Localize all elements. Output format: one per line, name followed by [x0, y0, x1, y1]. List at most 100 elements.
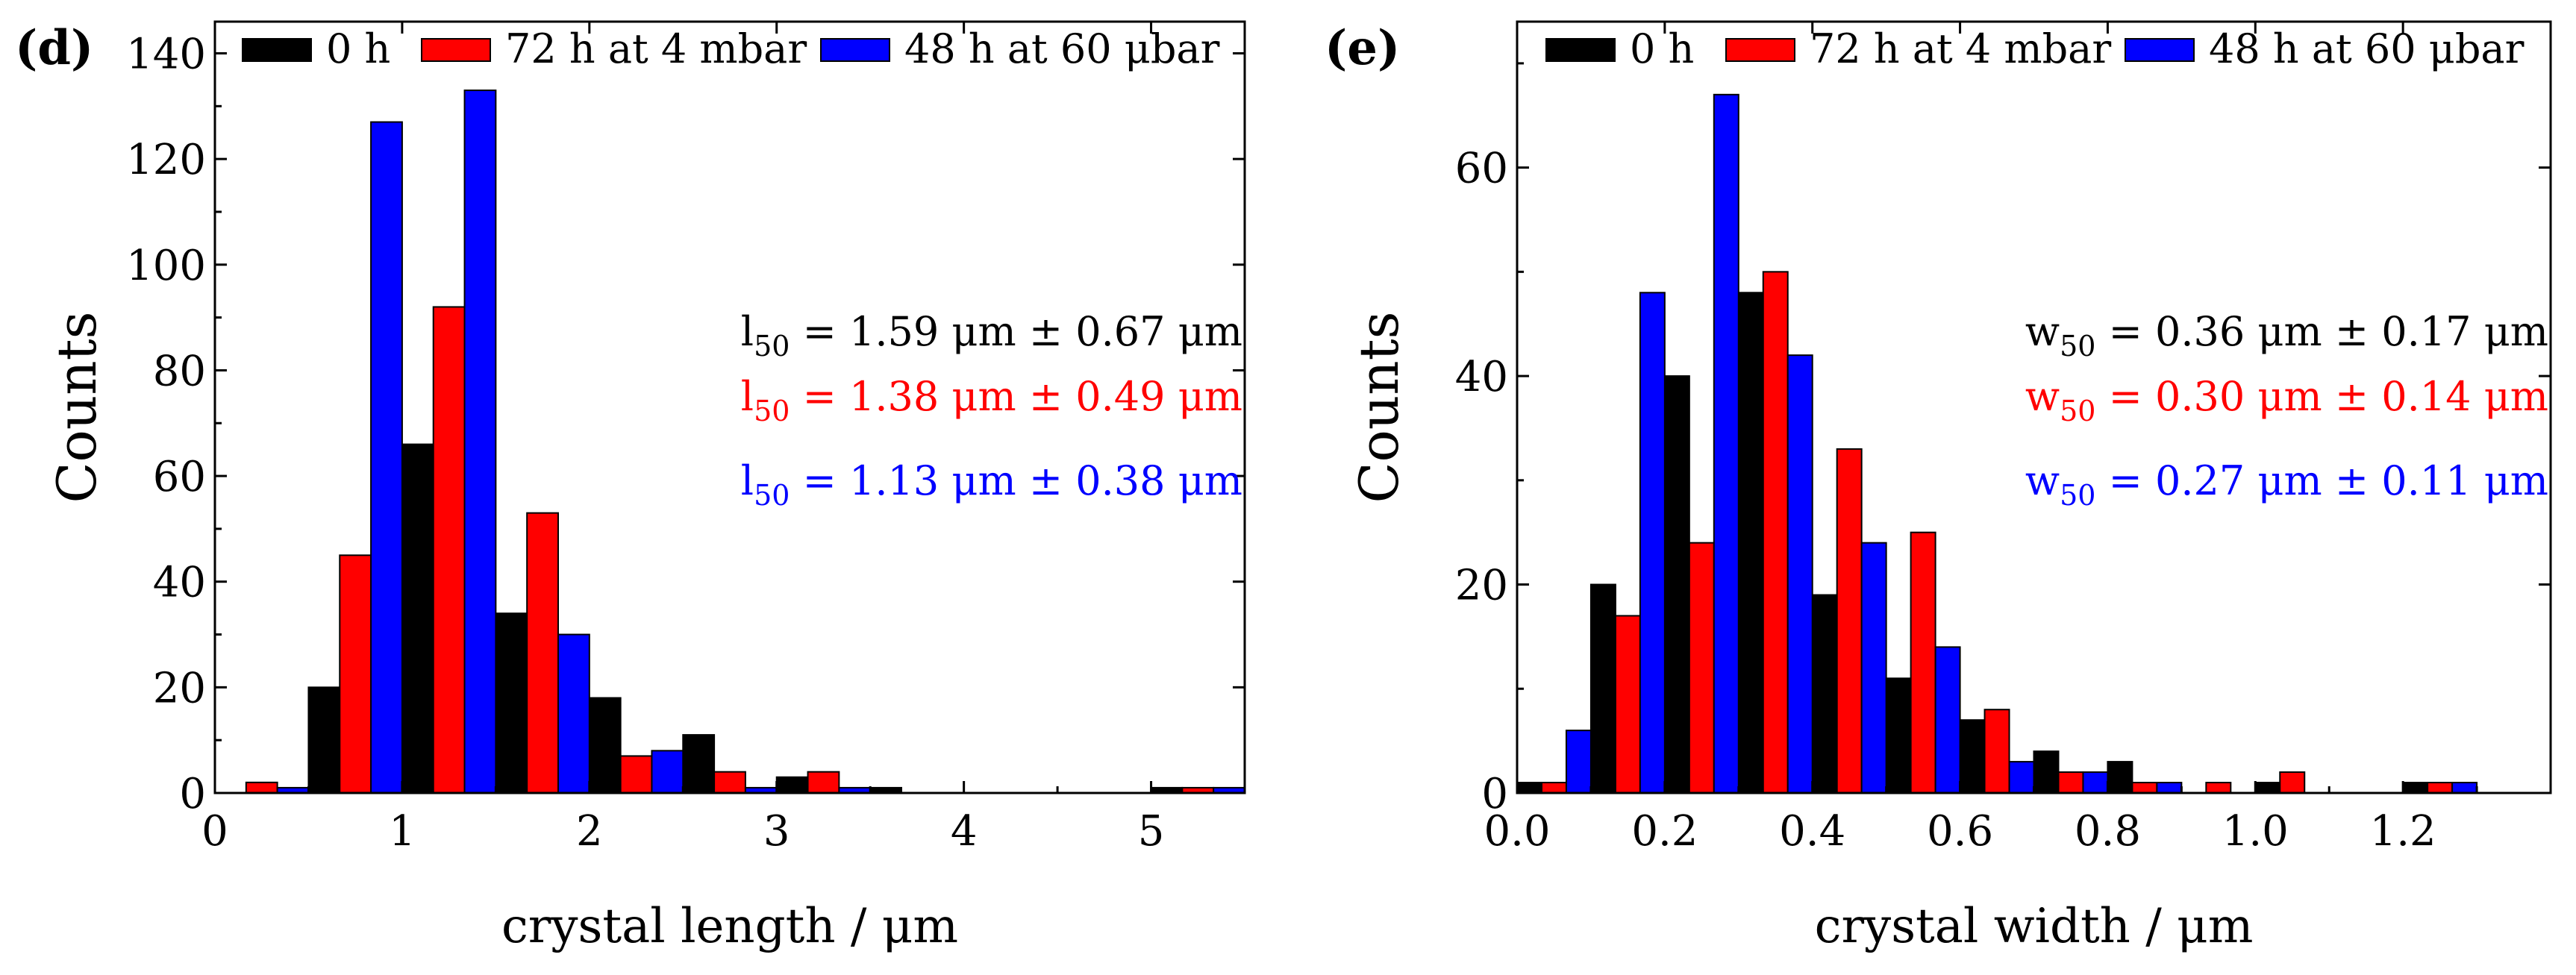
x-tick-label: 2 [576, 807, 603, 856]
annotation-value: = 1.38 μm ± 0.49 μm [790, 373, 1242, 420]
bar [1836, 448, 1863, 794]
bar [495, 612, 528, 794]
bar [775, 776, 809, 794]
annotation-subscript: 50 [754, 395, 790, 427]
annotation-symbol: w [2025, 308, 2060, 355]
annotation-subscript: 50 [2060, 395, 2095, 427]
x-tick-label: 0.6 [1927, 807, 1993, 856]
legend-label: 0 h [1630, 25, 1694, 72]
bar [2427, 782, 2454, 794]
x-tick-label: 3 [763, 807, 790, 856]
bar [1786, 354, 1813, 794]
y-tick-label: 0 [179, 770, 206, 818]
bar [1910, 531, 1936, 794]
bar [370, 121, 403, 794]
bar [2279, 771, 2306, 794]
x-tick-label: 0.2 [1631, 807, 1698, 856]
bar [1639, 292, 1666, 794]
legend-swatch [2125, 38, 2195, 62]
legend-label: 0 h [326, 25, 390, 72]
bar [1589, 583, 1616, 794]
annotation-value: = 1.59 μm ± 0.67 μm [790, 308, 1242, 355]
annotation-symbol: w [2025, 457, 2060, 504]
y-tick-label: 0 [1481, 770, 1508, 818]
annotation-subscript: 50 [2060, 479, 2095, 512]
annotation-value: = 0.36 μm ± 0.17 μm [2095, 308, 2548, 355]
bar [713, 771, 746, 794]
bar [1959, 719, 1986, 794]
y-tick-label: 100 [126, 242, 206, 290]
median-annotation: w50 = 0.30 μm ± 0.14 μm [2025, 373, 2548, 427]
x-axis-label: crystal length / μm [501, 899, 958, 954]
median-annotation: l50 = 1.13 μm ± 0.38 μm [741, 457, 1242, 512]
x-tick-label: 0.0 [1484, 807, 1550, 856]
x-tick-label: 1 [389, 807, 416, 856]
bar [1737, 292, 1764, 794]
bar [1983, 709, 2010, 794]
annotation-value: = 0.30 μm ± 0.14 μm [2095, 373, 2548, 420]
y-tick-label: 80 [153, 347, 206, 395]
y-tick-label: 40 [1455, 353, 1508, 401]
bar [1663, 375, 1690, 794]
bar [1540, 782, 1567, 794]
x-tick-label: 0.8 [2075, 807, 2141, 856]
x-tick-label: 1.0 [2222, 807, 2289, 856]
bar [2254, 782, 2281, 794]
bar [682, 734, 716, 794]
bar [245, 781, 278, 794]
annotation-symbol: l [741, 457, 754, 504]
y-tick-label: 120 [126, 136, 206, 184]
bar [1860, 542, 1887, 794]
annotation-subscript: 50 [754, 330, 790, 363]
x-tick-label: 1.2 [2370, 807, 2436, 856]
bar [2008, 761, 2035, 794]
annotation-subscript: 50 [754, 479, 790, 512]
x-tick-label: 4 [951, 807, 978, 856]
annotation-symbol: w [2025, 373, 2060, 420]
legend-swatch [242, 38, 312, 62]
legend-label: 48 h at 60 μbar [2209, 25, 2525, 72]
x-tick-label: 0.4 [1779, 807, 1845, 856]
plot-frame [213, 20, 1246, 794]
bar [2082, 771, 2109, 794]
bar [2107, 761, 2133, 794]
bar [1614, 615, 1641, 794]
median-annotation: l50 = 1.59 μm ± 0.67 μm [741, 308, 1242, 363]
legend-label: 72 h at 4 mbar [1810, 25, 2111, 72]
x-axis-label: crystal width / μm [1815, 899, 2254, 954]
bar [588, 697, 622, 794]
bar [1516, 782, 1542, 794]
bar [2131, 782, 2158, 794]
annotation-symbol: l [741, 308, 754, 355]
y-tick-label: 20 [1455, 562, 1508, 610]
median-annotation: l50 = 1.38 μm ± 0.49 μm [741, 373, 1242, 427]
bar [1762, 271, 1789, 794]
bar [401, 443, 434, 794]
annotation-value: = 1.13 μm ± 0.38 μm [790, 457, 1242, 504]
y-axis-label: Counts [46, 311, 108, 503]
annotation-value: = 0.27 μm ± 0.11 μm [2095, 457, 2548, 504]
legend-label: 72 h at 4 mbar [505, 25, 807, 72]
bar [619, 755, 653, 794]
panel-label: (e) [1325, 20, 1400, 76]
y-tick-label: 40 [153, 559, 206, 607]
x-tick-label: 0 [201, 807, 228, 856]
legend-label: 48 h at 60 μbar [904, 25, 1220, 72]
bar [2451, 782, 2478, 794]
legend-swatch [820, 38, 890, 62]
chart-panel-e: 0.0 0.2 0.4 0.6 0.8 1.0 1.2 0 20 40 60 crystal widt… [1325, 20, 2552, 954]
median-annotation: w50 = 0.36 μm ± 0.17 μm [2025, 308, 2548, 363]
bar [463, 90, 497, 794]
annotation-subscript: 50 [2060, 330, 2095, 363]
bar [432, 306, 466, 794]
y-tick-label: 20 [153, 664, 206, 712]
bar [2057, 771, 2084, 794]
annotation-symbol: l [741, 373, 754, 420]
bar [2156, 782, 2183, 794]
legend-swatch [421, 38, 491, 62]
bar [307, 686, 341, 794]
bar [2033, 750, 2060, 794]
